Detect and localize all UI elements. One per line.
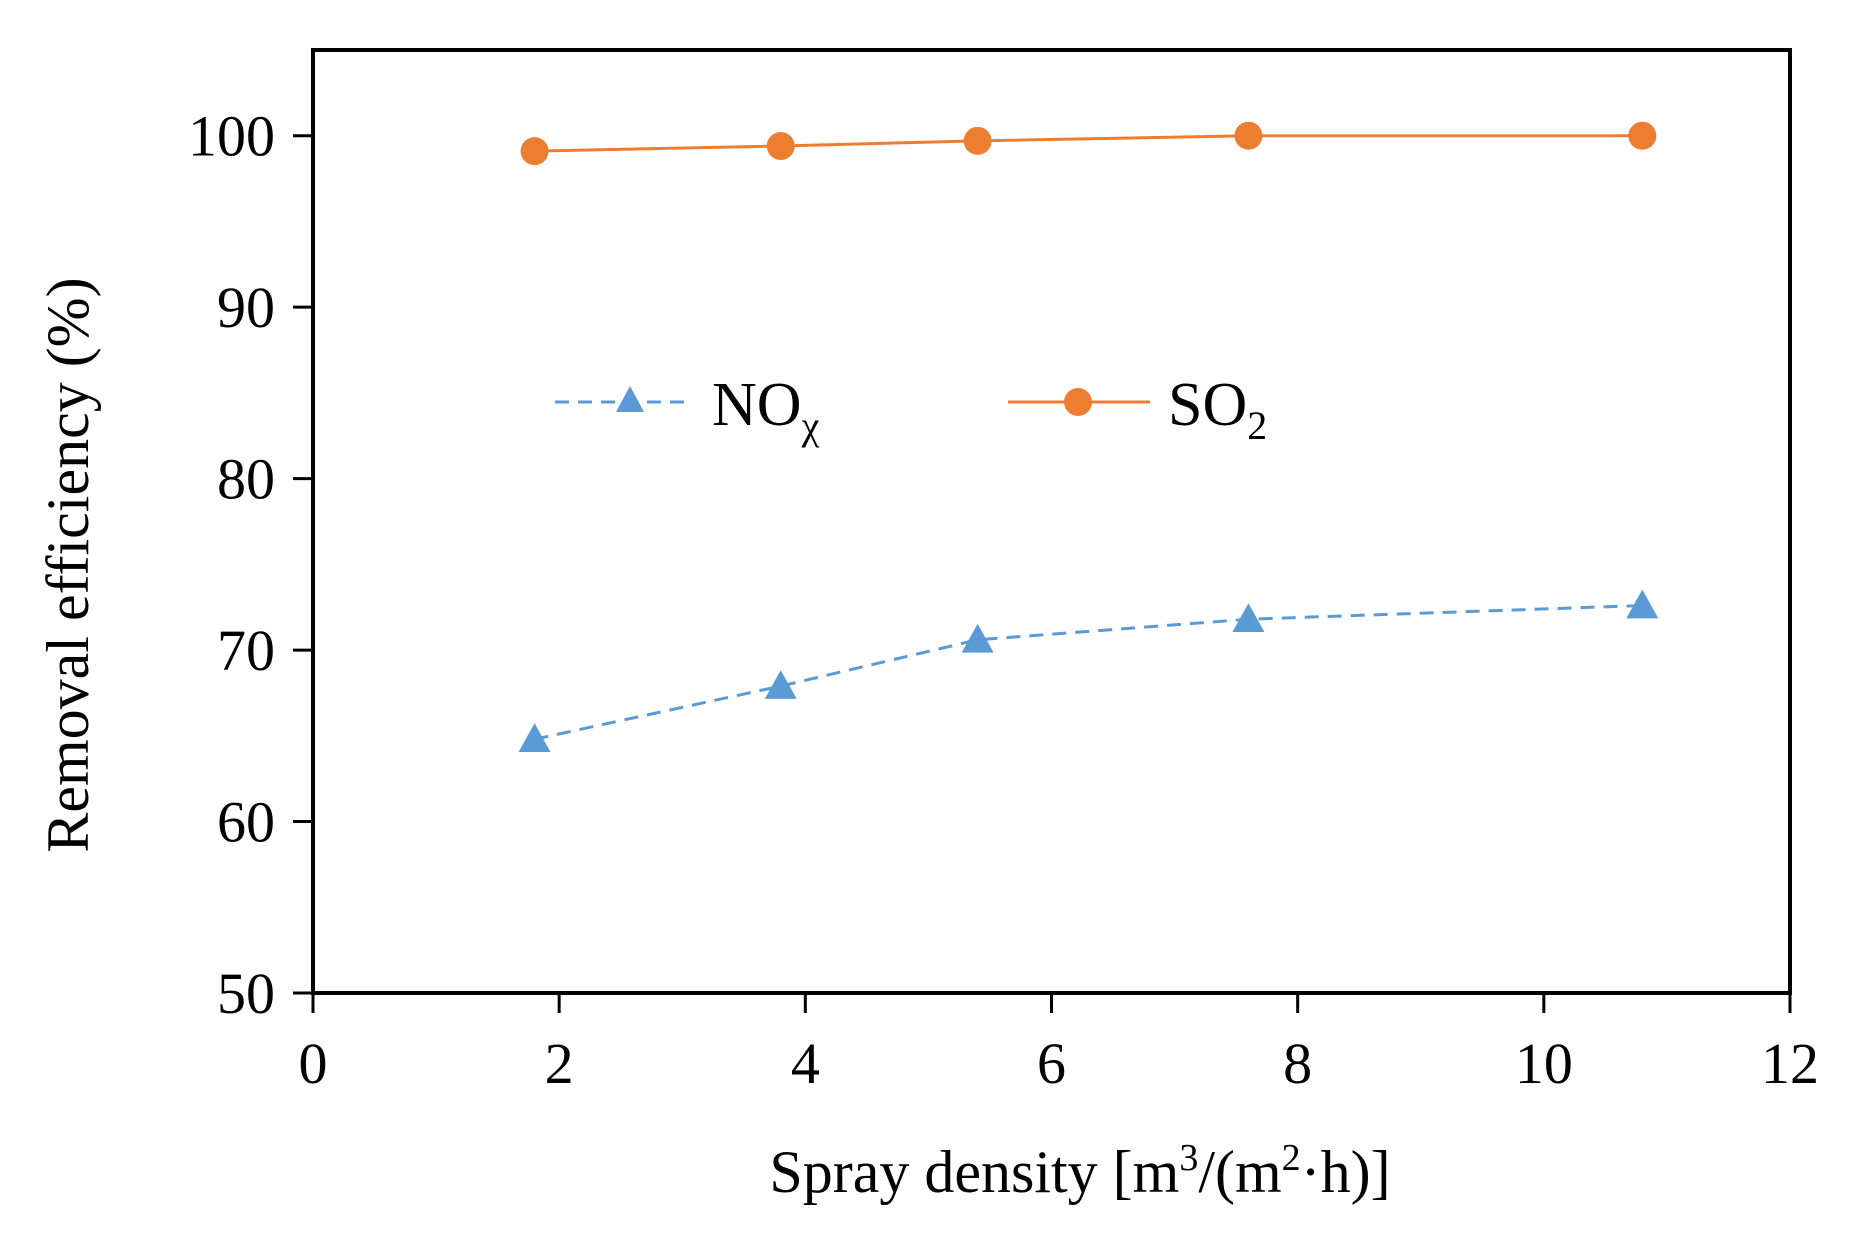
data-point-so2: [963, 126, 992, 155]
legend-item-nox: NOχ: [555, 371, 820, 448]
data-point-nox: [1232, 603, 1265, 633]
legend: NOχ SO2: [555, 371, 1267, 448]
y-tick-label: 100: [188, 104, 275, 169]
x-tick-label: 2: [545, 1031, 574, 1096]
y-axis-title: Removal efficiency (%): [35, 277, 101, 852]
data-point-so2: [520, 137, 549, 166]
data-point-nox: [518, 723, 551, 753]
legend-nox-label: NOχ: [712, 371, 820, 448]
legend-nox-main: NO: [712, 371, 802, 439]
x-tick-label: 12: [1761, 1031, 1819, 1096]
x-tick-label: 6: [1037, 1031, 1066, 1096]
legend-so2-sub: 2: [1247, 403, 1267, 448]
series-line-nox: [534, 604, 1643, 741]
x-tick-label: 0: [299, 1031, 328, 1096]
legend-so2-marker: [1064, 388, 1092, 416]
y-tick-label: 80: [217, 447, 275, 512]
x-axis-title: Spray density [m3/(m2·h)]: [769, 1137, 1390, 1205]
plot-frame: [311, 48, 1792, 995]
series-line-so2: [534, 134, 1643, 153]
legend-so2-main: SO: [1168, 371, 1247, 439]
x-axis-title-sup2: 2: [1282, 1137, 1301, 1179]
data-point-nox: [1626, 589, 1659, 619]
data-point-so2: [766, 132, 795, 161]
y-tick-label: 90: [217, 275, 275, 340]
legend-nox-marker: [616, 386, 644, 412]
x-tick-label: 4: [791, 1031, 820, 1096]
y-axis-ticks: 50 60 70 80 90 100: [188, 104, 313, 1026]
series-layer: [518, 121, 1659, 753]
y-tick-label: 70: [217, 618, 275, 683]
y-tick-label: 60: [217, 790, 275, 855]
y-tick-label: 50: [217, 961, 275, 1026]
x-tick-label: 10: [1515, 1031, 1573, 1096]
data-point-nox: [961, 623, 994, 653]
legend-so2-label: SO2: [1168, 371, 1267, 448]
x-axis-ticks: 0 2 4 6 8 10 12: [299, 993, 1819, 1096]
data-point-nox: [764, 670, 797, 699]
x-axis-title-tail: ·h)]: [1301, 1139, 1391, 1205]
legend-item-so2: SO2: [1008, 371, 1267, 448]
data-point-so2: [1628, 121, 1657, 150]
legend-nox-sub: χ: [801, 403, 820, 448]
x-axis-title-text: Spray density [m: [769, 1139, 1179, 1205]
x-axis-title-sup1: 3: [1179, 1137, 1198, 1179]
data-point-so2: [1234, 121, 1263, 150]
x-axis-title-mid: /(m: [1198, 1139, 1281, 1205]
x-tick-label: 8: [1283, 1031, 1312, 1096]
